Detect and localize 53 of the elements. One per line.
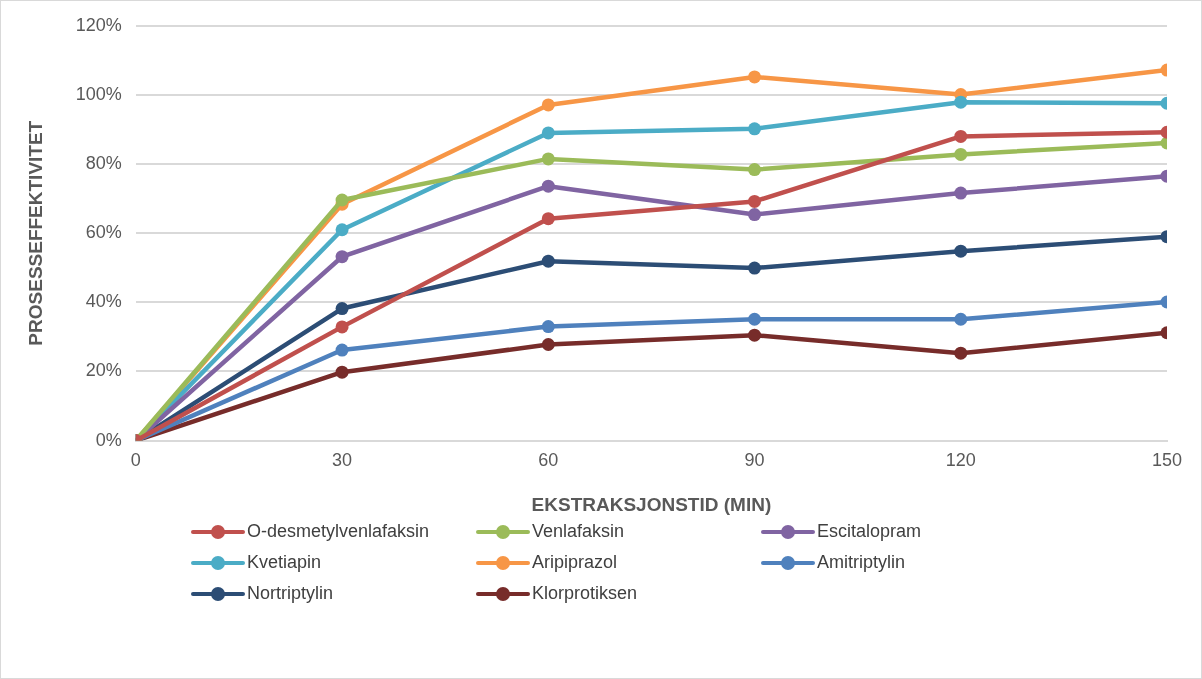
point <box>335 365 349 379</box>
y-tick-label: 20% <box>85 360 122 381</box>
x-tick-label: 30 <box>332 450 353 471</box>
point <box>954 95 968 109</box>
y-tick-label: 0% <box>95 429 122 450</box>
legend-label: Kvetiapin <box>247 552 322 573</box>
point <box>541 126 555 140</box>
point <box>335 302 349 316</box>
x-tick-label: 0 <box>130 450 141 471</box>
legend-label: Venlafaksin <box>532 521 625 542</box>
legend-label: O-desmetylvenlafaksin <box>247 521 430 542</box>
point <box>954 244 968 258</box>
legend-label: Amitriptylin <box>817 552 906 573</box>
x-tick-label: 150 <box>1151 450 1183 471</box>
point <box>954 129 968 143</box>
point <box>541 338 555 352</box>
point <box>748 194 762 208</box>
legend-label: Nortriptylin <box>247 583 334 604</box>
point <box>335 223 349 237</box>
y-tick-label: 80% <box>85 153 122 174</box>
point <box>748 328 762 342</box>
point <box>541 212 555 226</box>
point <box>954 312 968 326</box>
x-tick-label: 60 <box>538 450 559 471</box>
point <box>541 320 555 334</box>
legend-label: Escitalopram <box>817 521 922 542</box>
point <box>748 312 762 326</box>
x-tick-label: 120 <box>945 450 976 471</box>
y-tick-label: 120% <box>75 14 122 35</box>
legend-label: Aripiprazol <box>532 552 618 573</box>
legend-label: Klorprotiksen <box>532 583 638 604</box>
point <box>541 254 555 268</box>
point <box>748 208 762 222</box>
point <box>748 70 762 84</box>
point <box>335 193 349 207</box>
point <box>748 261 762 275</box>
y-axis-title: PROSESSEFFEKTIVITET <box>24 120 46 346</box>
y-tick-label: 40% <box>85 291 122 312</box>
point <box>335 343 349 357</box>
point <box>954 147 968 161</box>
point <box>335 320 349 334</box>
point <box>748 163 762 177</box>
x-axis-title: EKSTRAKSJONSTID (MIN) <box>531 493 772 515</box>
y-tick-label: 60% <box>85 222 122 243</box>
point <box>954 186 968 200</box>
x-tick-label: 90 <box>744 450 765 471</box>
y-tick-label: 100% <box>75 83 122 104</box>
point <box>541 98 555 112</box>
point <box>541 152 555 166</box>
point <box>954 346 968 360</box>
point <box>541 179 555 193</box>
point <box>748 122 762 136</box>
point <box>335 250 349 264</box>
